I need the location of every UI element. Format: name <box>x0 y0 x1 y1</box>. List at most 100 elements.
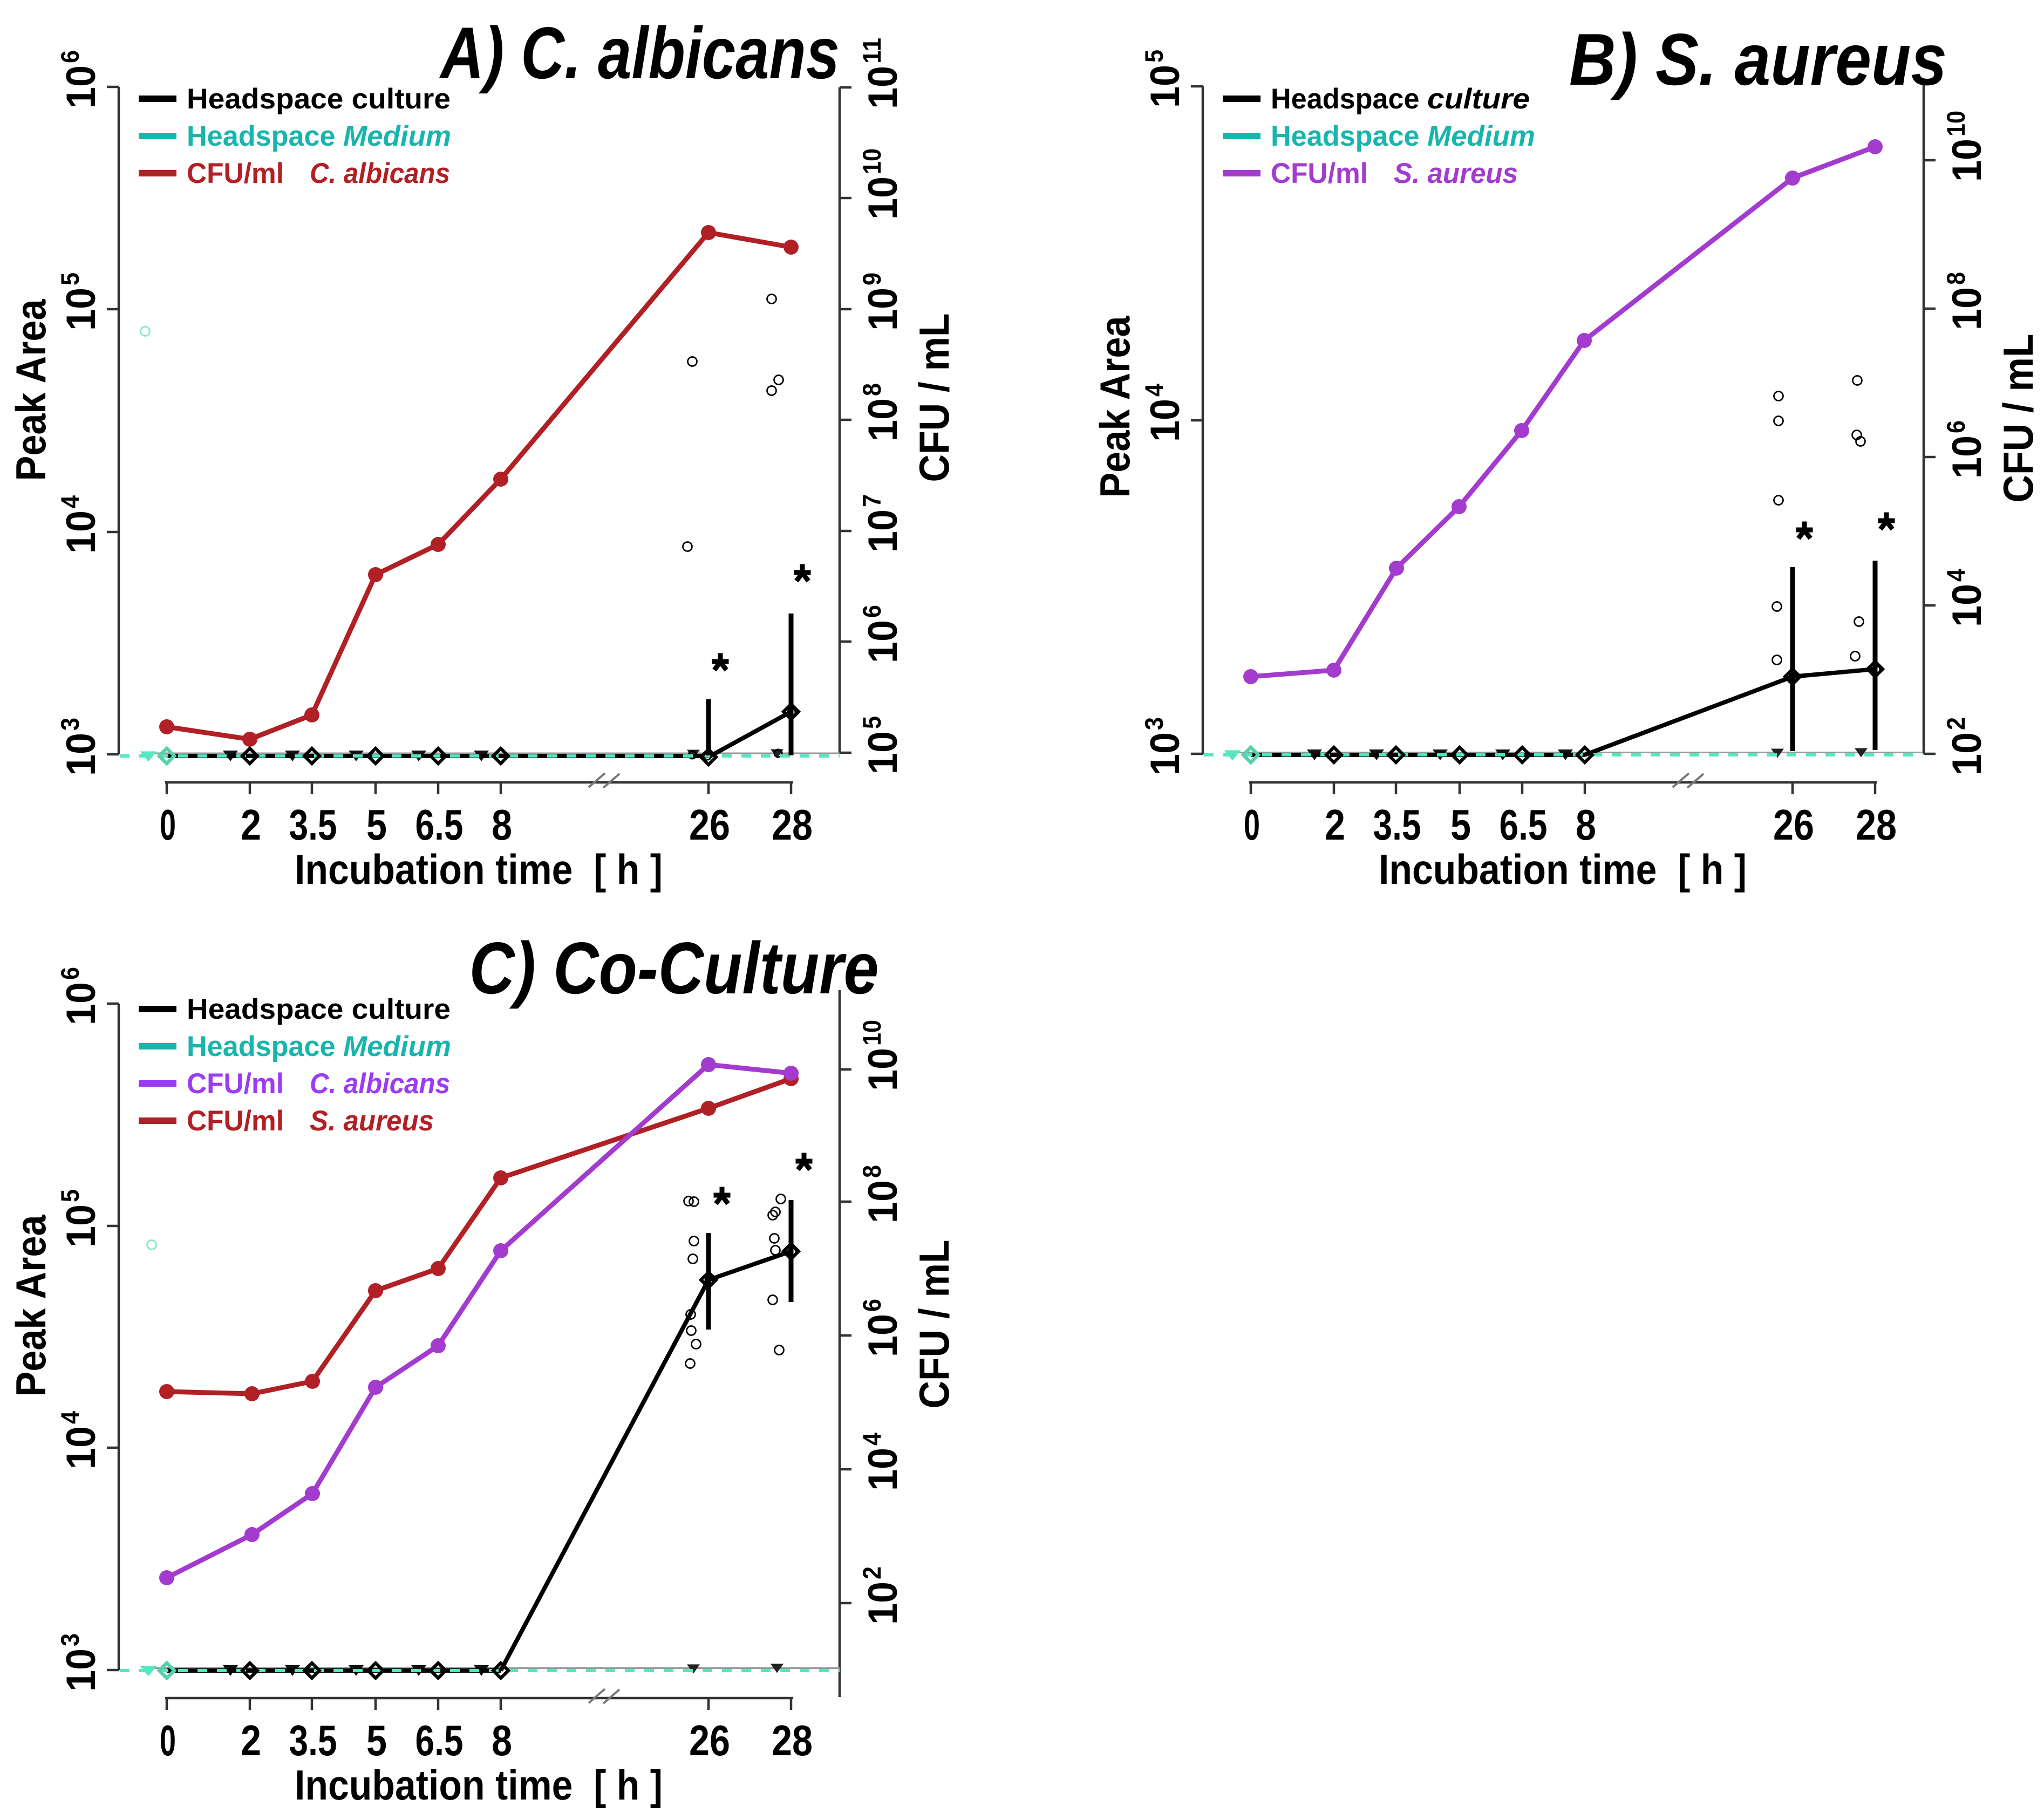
svg-text:10: 10 <box>1944 584 1990 627</box>
svg-text:2: 2 <box>1941 717 1970 730</box>
svg-text:10: 10 <box>58 510 104 554</box>
svg-text:10: 10 <box>860 66 906 109</box>
svg-text:Headspace Medium: Headspace Medium <box>187 120 451 152</box>
svg-text:CFU / mL: CFU / mL <box>910 313 958 482</box>
svg-text:CFU/mlS. aureus: CFU/ml S. aureus <box>187 1105 434 1137</box>
svg-text:B) S. aureus: B) S. aureus <box>1569 18 1947 100</box>
svg-text:10: 10 <box>860 1448 906 1491</box>
svg-text:Headspace Medium: Headspace Medium <box>187 1031 451 1062</box>
svg-text:4: 4 <box>1941 569 1970 582</box>
svg-text:5: 5 <box>857 716 886 729</box>
svg-text:10: 10 <box>860 1180 906 1223</box>
svg-text:10: 10 <box>58 1204 104 1248</box>
svg-text:10: 10 <box>58 733 104 776</box>
svg-text:6: 6 <box>56 967 84 980</box>
svg-text:Peak Area: Peak Area <box>7 299 54 481</box>
svg-text:11: 11 <box>857 38 886 64</box>
svg-text:Headspace culture: Headspace culture <box>187 83 451 115</box>
svg-text:CFU / mL: CFU / mL <box>910 1240 958 1409</box>
svg-text:Peak Area: Peak Area <box>1091 316 1139 498</box>
svg-text:10: 10 <box>860 731 906 774</box>
svg-text:8: 8 <box>857 383 886 396</box>
svg-text:6: 6 <box>1941 420 1970 433</box>
svg-text:5: 5 <box>1450 801 1471 849</box>
svg-text:28: 28 <box>1856 801 1897 849</box>
svg-text:10: 10 <box>58 1648 104 1692</box>
svg-text:6.5: 6.5 <box>1500 801 1548 849</box>
svg-text:CFU/mlC. albicans: CFU/ml C. albicans <box>187 1068 450 1100</box>
svg-text:9: 9 <box>857 272 886 285</box>
svg-text:0: 0 <box>160 1716 176 1764</box>
svg-text:8: 8 <box>857 1165 886 1178</box>
svg-text:26: 26 <box>689 801 730 849</box>
svg-text:4: 4 <box>56 495 84 508</box>
svg-text:Incubation time [ h ]: Incubation time [ h ] <box>295 1761 663 1809</box>
svg-text:10: 10 <box>857 1020 886 1046</box>
svg-text:3.5: 3.5 <box>289 1716 337 1764</box>
svg-text:10: 10 <box>1142 732 1188 775</box>
svg-text:3.5: 3.5 <box>1373 801 1421 849</box>
svg-text:5: 5 <box>1140 50 1168 63</box>
svg-text:5: 5 <box>56 272 84 285</box>
svg-text:10: 10 <box>1944 732 1990 775</box>
svg-text:4: 4 <box>56 1411 84 1424</box>
svg-text:0: 0 <box>1244 801 1260 849</box>
svg-text:10: 10 <box>1944 139 1990 182</box>
svg-text:10: 10 <box>1142 399 1188 442</box>
svg-text:10: 10 <box>860 509 906 553</box>
svg-text:6.5: 6.5 <box>415 1716 464 1764</box>
svg-text:Peak Area: Peak Area <box>7 1215 54 1397</box>
svg-text:CFU/mlS. aureus: CFU/ml S. aureus <box>1271 158 1518 189</box>
svg-text:10: 10 <box>1941 111 1970 137</box>
svg-text:3.5: 3.5 <box>289 801 337 849</box>
svg-text:6: 6 <box>857 605 886 618</box>
svg-text:5: 5 <box>366 801 387 849</box>
svg-text:10: 10 <box>1142 65 1188 108</box>
svg-text:CFU / mL: CFU / mL <box>1994 334 2042 503</box>
svg-text:3: 3 <box>56 718 84 731</box>
svg-text:10: 10 <box>857 148 886 174</box>
svg-text:6: 6 <box>857 1299 886 1312</box>
svg-text:8: 8 <box>492 1716 512 1764</box>
svg-text:4: 4 <box>857 1433 886 1446</box>
svg-text:2: 2 <box>1325 801 1345 849</box>
svg-text:10: 10 <box>58 982 104 1025</box>
svg-text:8: 8 <box>492 801 512 849</box>
svg-text:10: 10 <box>58 65 104 108</box>
svg-text:10: 10 <box>1944 435 1990 479</box>
svg-text:C) Co-Culture: C) Co-Culture <box>469 927 879 1009</box>
svg-text:4: 4 <box>1140 384 1168 397</box>
svg-text:Incubation time [ h ]: Incubation time [ h ] <box>295 846 663 893</box>
svg-text:Headspace culture: Headspace culture <box>1271 83 1530 115</box>
svg-text:Headspace Medium: Headspace Medium <box>1271 120 1535 152</box>
svg-text:6.5: 6.5 <box>415 801 464 849</box>
svg-text:7: 7 <box>857 494 886 507</box>
svg-text:Incubation time [ h ]: Incubation time [ h ] <box>1379 846 1747 893</box>
svg-text:10: 10 <box>58 288 104 331</box>
svg-text:6: 6 <box>56 50 84 63</box>
svg-text:8: 8 <box>1941 272 1970 285</box>
svg-text:3: 3 <box>56 1633 84 1646</box>
svg-text:CFU/mlC. albicans: CFU/ml C. albicans <box>187 158 450 189</box>
svg-text:10: 10 <box>860 176 906 220</box>
svg-text:26: 26 <box>689 1716 730 1764</box>
svg-text:10: 10 <box>860 1314 906 1357</box>
svg-text:0: 0 <box>160 801 176 849</box>
svg-text:10: 10 <box>860 398 906 441</box>
svg-text:10: 10 <box>860 288 906 331</box>
svg-text:10: 10 <box>860 1582 906 1625</box>
svg-text:28: 28 <box>772 801 813 849</box>
svg-text:3: 3 <box>1140 717 1168 730</box>
svg-text:28: 28 <box>772 1716 813 1764</box>
svg-text:26: 26 <box>1773 801 1814 849</box>
svg-text:2: 2 <box>241 801 261 849</box>
svg-text:10: 10 <box>860 620 906 663</box>
svg-text:10: 10 <box>58 1426 104 1469</box>
svg-text:5: 5 <box>56 1189 84 1202</box>
svg-text:Headspace culture: Headspace culture <box>187 993 451 1025</box>
svg-text:2: 2 <box>241 1716 261 1764</box>
svg-text:10: 10 <box>860 1048 906 1091</box>
svg-text:8: 8 <box>1576 801 1596 849</box>
svg-text:5: 5 <box>366 1716 387 1764</box>
svg-text:A) C. albicans: A) C. albicans <box>439 12 840 94</box>
